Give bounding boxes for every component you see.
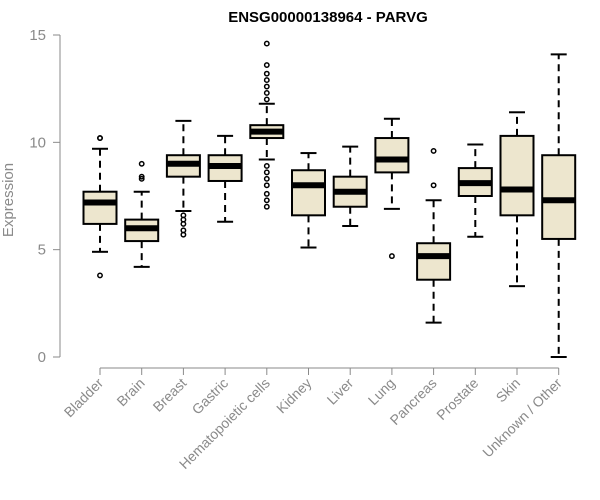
x-tick-label: Liver (324, 375, 357, 408)
y-tick-label: 10 (29, 134, 46, 151)
outlier-point (138, 175, 145, 182)
outlier-point (263, 62, 270, 69)
outlier-point (263, 169, 270, 176)
box-bladder (82, 135, 118, 279)
outlier-point (263, 83, 270, 90)
outlier-point (263, 203, 270, 210)
outlier-point (138, 160, 145, 167)
x-tick-label: Kidney (273, 375, 315, 417)
box-iqr (291, 169, 326, 217)
box-gastric (207, 134, 243, 223)
outlier-point (388, 253, 395, 260)
box-iqr (499, 134, 535, 217)
outlier-point (263, 96, 270, 103)
outlier-point (263, 197, 270, 204)
y-tick-label: 15 (29, 27, 46, 44)
chart-title: ENSG00000138964 - PARVG (228, 9, 428, 26)
outlier-point (263, 162, 270, 169)
box-iqr (374, 137, 410, 174)
outlier-point (180, 212, 187, 219)
box-iqr (416, 242, 452, 281)
box-liver (332, 145, 368, 228)
box-breast (165, 119, 201, 238)
y-tick-label: 0 (38, 349, 46, 366)
box-kidney (291, 152, 326, 249)
box-brain (124, 160, 160, 268)
x-tick-label: Lung (365, 375, 398, 408)
box-lung (374, 117, 410, 260)
y-axis-label: Expression (0, 163, 17, 237)
outlier-point (263, 77, 270, 84)
box-prostate (457, 143, 493, 238)
box-iqr (541, 154, 577, 240)
x-tick-label: Prostate (433, 375, 481, 423)
y-tick-label: 5 (38, 242, 46, 259)
x-tick-label: Skin (493, 375, 524, 406)
outlier-point (430, 182, 437, 189)
box-skin (499, 111, 535, 288)
outlier-point (263, 90, 270, 96)
outlier-point (180, 227, 187, 234)
box-pancreas (416, 147, 452, 324)
x-tick-label: Brain (113, 375, 147, 409)
outlier-point (430, 147, 437, 154)
outlier-point (97, 272, 103, 279)
outlier-point (138, 173, 145, 180)
boxes-group (82, 40, 577, 358)
outlier-point (263, 182, 270, 189)
x-tick-label: Unknown / Other (479, 375, 565, 461)
outlier-point (263, 175, 270, 182)
outlier-point (263, 40, 270, 47)
box-hematopoietic-cells (249, 40, 285, 210)
box-iqr (82, 190, 118, 225)
x-tick-label: Breast (150, 375, 190, 415)
outlier-point (263, 190, 270, 197)
box-unknown-other (541, 53, 577, 358)
outlier-point (97, 135, 103, 141)
y-axis: 0 5 10 15 (29, 27, 61, 366)
outlier-point (263, 70, 270, 77)
x-tick-label: Bladder (61, 375, 107, 421)
